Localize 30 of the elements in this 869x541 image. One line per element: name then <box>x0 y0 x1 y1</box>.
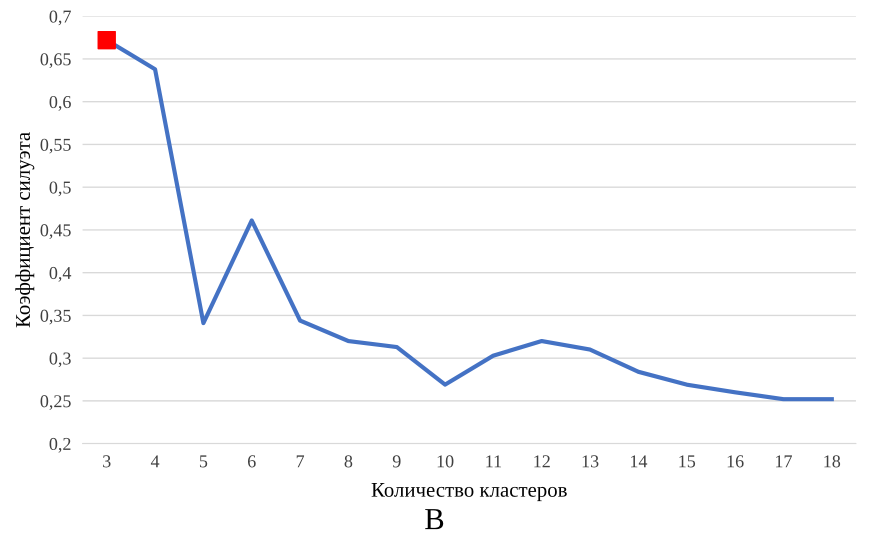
x-tick-label: 8 <box>344 455 352 468</box>
x-tick-label: 10 <box>438 455 454 468</box>
y-tick-label: 0,7 <box>50 10 71 26</box>
x-axis-title: Количество кластеров <box>372 483 567 502</box>
y-tick-label: 0,3 <box>50 352 71 368</box>
y-tick-label: 0,55 <box>40 138 71 154</box>
x-tick-label: 5 <box>200 455 208 468</box>
x-tick-label: 6 <box>248 455 256 468</box>
x-tick-label: 14 <box>631 455 648 468</box>
x-tick-label: 17 <box>776 455 792 468</box>
x-tick-label: 16 <box>728 455 744 468</box>
y-tick-label: 0,4 <box>50 266 72 282</box>
y-tick-label: 0,35 <box>40 310 71 324</box>
text: B <box>425 509 444 530</box>
y-tick-label: 0,5 <box>50 181 71 196</box>
x-tick-label: 15 <box>679 455 696 468</box>
x-tick-label: 4 <box>150 455 160 468</box>
x-tick-label: 12 <box>534 455 550 468</box>
y-tick-label: 0,25 <box>40 395 71 410</box>
y-axis-title: Коэффициент силуэта <box>15 132 34 328</box>
x-tick-label: 9 <box>392 455 401 468</box>
x-tick-label: 18 <box>824 455 840 468</box>
x-tick-label: 13 <box>582 455 598 468</box>
x-tick-label: 7 <box>296 455 304 468</box>
y-tick-label: 0,2 <box>50 438 70 453</box>
y-tick-label: 0,65 <box>40 53 71 68</box>
x-tick-label: 11 <box>486 455 502 468</box>
y-tick-label: 0,45 <box>40 224 71 239</box>
x-tick-label: 3 <box>103 455 111 468</box>
y-tick-label: 0,6 <box>50 96 71 111</box>
